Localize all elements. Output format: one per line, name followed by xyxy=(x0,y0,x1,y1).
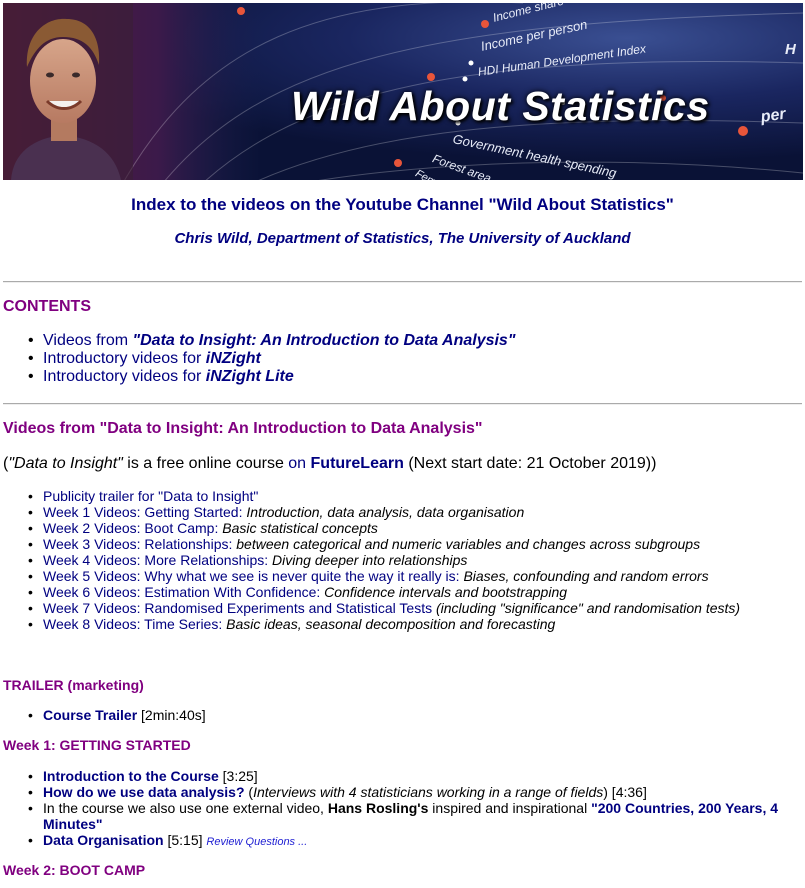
contents-item-inzight-lite[interactable]: Introductory videos for iNZight Lite xyxy=(3,368,515,386)
week-desc: Basic ideas, seasonal decomposition and … xyxy=(222,616,556,632)
data-organisation-link[interactable]: Data Organisation xyxy=(43,832,164,848)
week-link-8[interactable]: Week 8 Videos: Time Series: xyxy=(43,616,223,632)
contents-item-emph: iNZight xyxy=(205,350,261,367)
week-link-5[interactable]: Week 5 Videos: Why what we see is never … xyxy=(43,568,460,584)
week-desc: Basic statistical concepts xyxy=(218,520,378,536)
week1-list: Introduction to the Course [3:25] How do… xyxy=(3,768,803,850)
how-data-analysis-link[interactable]: How do we use data analysis? xyxy=(43,784,245,800)
course-trailer-link[interactable]: Course Trailer xyxy=(43,707,138,723)
week-desc: Introduction, data analysis, data organi… xyxy=(242,504,525,520)
banner-text-per: per xyxy=(759,105,787,126)
week-item: Week 1 Videos: Getting Started: Introduc… xyxy=(3,504,740,520)
week-item: Week 3 Videos: Relationships: between ca… xyxy=(3,536,740,552)
intro-course: "Data to Insight" xyxy=(8,455,123,472)
paren-open: ( xyxy=(244,784,254,800)
banner-background xyxy=(3,3,803,180)
week-link-7[interactable]: Week 7 Videos: Randomised Experiments an… xyxy=(43,600,433,616)
week-item: Publicity trailer for "Data to Insight" xyxy=(3,488,740,504)
contents-link-inzight[interactable]: Introductory videos for iNZight xyxy=(43,350,261,367)
video-duration: [5:15] xyxy=(163,832,207,848)
week-desc: between categorical and numeric variable… xyxy=(232,536,701,552)
rosling-video-link[interactable]: "200 Countries, 200 Years, 4 Minutes" xyxy=(43,800,779,832)
contents-item-emph: iNZight Lite xyxy=(205,368,294,385)
intro-on-link[interactable]: on xyxy=(288,455,307,472)
ext-video-mid: inspired and inspirational xyxy=(428,800,592,816)
list-item: Data Organisation [5:15] Review Question… xyxy=(3,832,803,850)
contents-item-inzight[interactable]: Introductory videos for iNZight xyxy=(3,350,515,368)
trailer-heading: TRAILER (marketing) xyxy=(3,677,144,693)
intro-open: ( xyxy=(3,455,9,472)
video-duration: [2min:40s] xyxy=(137,707,206,723)
video-duration: [3:25] xyxy=(218,768,258,784)
intro-tail: (Next start date: 21 October 2019)) xyxy=(403,455,657,472)
contents-item-prefix: Introductory videos for xyxy=(43,368,206,385)
trailer-list: Course Trailer [2min:40s] xyxy=(3,707,206,723)
divider-1 xyxy=(3,281,802,283)
week-item: Week 7 Videos: Randomised Experiments an… xyxy=(3,600,740,616)
divider-2 xyxy=(3,403,802,405)
week-item: Week 8 Videos: Time Series: Basic ideas,… xyxy=(3,616,740,632)
contents-link-inzight-lite[interactable]: Introductory videos for iNZight Lite xyxy=(43,368,294,385)
banner-title: Wild About Statistics xyxy=(291,83,710,129)
week-desc: Confidence intervals and bootstrapping xyxy=(320,584,568,600)
list-item: How do we use data analysis? (Interviews… xyxy=(3,784,803,800)
list-item: Course Trailer [2min:40s] xyxy=(3,707,206,723)
review-questions-link[interactable]: Review Questions ... xyxy=(206,836,308,848)
video-duration: ) [4:36] xyxy=(603,784,647,800)
ext-video-who: Hans Rosling's xyxy=(327,800,429,816)
week-item: Week 4 Videos: More Relationships: Divin… xyxy=(3,552,740,568)
contents-list: Videos from "Data to Insight: An Introdu… xyxy=(3,332,515,386)
banner-text-h: H xyxy=(785,41,796,58)
d2i-heading: Videos from "Data to Insight: An Introdu… xyxy=(3,420,483,437)
contents-heading: CONTENTS xyxy=(3,298,91,315)
intro-course-link[interactable]: Introduction to the Course xyxy=(43,768,219,784)
week-link-3[interactable]: Week 3 Videos: Relationships: xyxy=(43,536,233,552)
video-desc: Interviews with 4 statisticians working … xyxy=(253,784,604,800)
week-item: Week 2 Videos: Boot Camp: Basic statisti… xyxy=(3,520,740,536)
ext-video-pre: In the course we also use one external v… xyxy=(43,800,328,816)
week-item: Week 5 Videos: Why what we see is never … xyxy=(3,568,740,584)
contents-item-emph: "Data to Insight: An Introduction to Dat… xyxy=(132,332,516,349)
contents-item-data-to-insight[interactable]: Videos from "Data to Insight: An Introdu… xyxy=(3,332,515,350)
futurelearn-link[interactable]: FutureLearn xyxy=(310,455,404,472)
contents-link-data-to-insight[interactable]: Videos from "Data to Insight: An Introdu… xyxy=(43,332,515,349)
contents-item-prefix: Videos from xyxy=(43,332,133,349)
header-banner: Income share Income per person HDI Human… xyxy=(3,3,803,180)
week-link-4[interactable]: Week 4 Videos: More Relationships: xyxy=(43,552,269,568)
week-item: Week 6 Videos: Estimation With Confidenc… xyxy=(3,584,740,600)
week-desc: Diving deeper into relationships xyxy=(268,552,468,568)
week-link-trailer[interactable]: Publicity trailer for "Data to Insight" xyxy=(43,488,259,504)
d2i-intro: ("Data to Insight" is a free online cour… xyxy=(3,455,656,473)
week-desc: Biases, confounding and random errors xyxy=(459,568,709,584)
contents-item-prefix: Introductory videos for xyxy=(43,350,206,367)
author-photo xyxy=(3,3,133,180)
weeks-list: Publicity trailer for "Data to Insight" … xyxy=(3,488,740,632)
week1-heading: Week 1: GETTING STARTED xyxy=(3,737,191,753)
week-link-1[interactable]: Week 1 Videos: Getting Started: xyxy=(43,504,243,520)
week-link-6[interactable]: Week 6 Videos: Estimation With Confidenc… xyxy=(43,584,321,600)
list-item: In the course we also use one external v… xyxy=(3,800,803,832)
week-link-2[interactable]: Week 2 Videos: Boot Camp: xyxy=(43,520,219,536)
page-subtitle: Chris Wild, Department of Statistics, Th… xyxy=(174,230,631,247)
week2-heading: Week 2: BOOT CAMP xyxy=(3,862,146,878)
list-item: Introduction to the Course [3:25] xyxy=(3,768,803,784)
intro-mid: is a free online course xyxy=(122,455,289,472)
week-desc: (including "significance" and randomisat… xyxy=(432,600,741,616)
page-title: Index to the videos on the Youtube Chann… xyxy=(131,195,674,214)
